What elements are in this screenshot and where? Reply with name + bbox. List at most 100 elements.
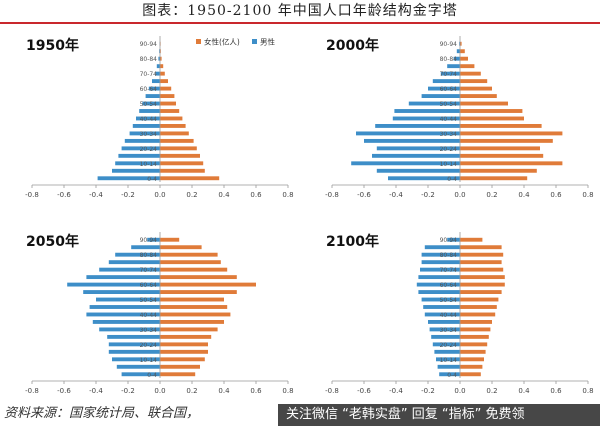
bar-male <box>108 349 160 354</box>
x-tick-label: 0.6 <box>250 387 262 395</box>
watermark-banner: 关注微信 “老韩实盘” 回复 “指标” 免费领 <box>278 404 600 426</box>
bar-female <box>160 116 183 121</box>
category-label: 0-4 <box>147 176 157 183</box>
bar-female <box>160 305 228 309</box>
bar-male <box>456 49 460 54</box>
bar-male <box>428 320 460 324</box>
bar-male <box>437 364 460 369</box>
category-label: 0-4 <box>147 372 157 379</box>
x-tick-label: 0.2 <box>486 191 497 199</box>
bar-male <box>115 161 160 166</box>
bar-female <box>460 64 475 69</box>
category-label: 60-64 <box>140 86 158 93</box>
category-label: 40-44 <box>440 116 458 123</box>
x-tick-label: -0.4 <box>389 387 403 395</box>
bar-female <box>460 79 488 84</box>
category-label: 40-44 <box>440 312 458 319</box>
bar-female <box>460 297 499 302</box>
bar-female <box>160 275 237 280</box>
pyramid-panel-2: 2050年 0-4 10-14 20-24 30-34 40-44 50-54 60-64 70… <box>25 232 294 395</box>
bar-female <box>460 372 481 377</box>
bar-female <box>460 260 502 265</box>
category-label: 10-14 <box>440 161 458 168</box>
bar-female <box>460 349 486 354</box>
bar-male <box>408 101 460 106</box>
category-label: 70-74 <box>140 267 158 274</box>
bar-male <box>439 372 460 377</box>
bar-female <box>160 357 205 362</box>
category-label: 10-14 <box>440 357 458 364</box>
bar-female <box>160 260 221 265</box>
category-label: 50-54 <box>440 101 458 108</box>
bar-female <box>160 109 180 113</box>
bar-male <box>92 320 160 324</box>
category-label: 60-64 <box>440 282 458 289</box>
x-tick-label: -0.2 <box>421 191 435 199</box>
x-tick-label: -0.8 <box>25 387 39 395</box>
bar-female <box>160 282 256 287</box>
bar-female <box>460 161 563 166</box>
bar-male <box>116 364 160 369</box>
legend-label: 男性 <box>260 37 275 47</box>
bar-male <box>351 161 460 166</box>
bar-female <box>460 252 504 257</box>
bar-male <box>424 312 460 317</box>
bar-female <box>160 327 218 332</box>
bar-male <box>431 334 460 339</box>
panel-title: 2050年 <box>26 233 79 250</box>
category-label: 20-24 <box>440 146 458 153</box>
bar-female <box>460 327 491 332</box>
bar-female <box>160 86 172 91</box>
category-label: 70-74 <box>140 71 158 78</box>
bar-male <box>453 56 460 61</box>
bar-male <box>428 86 460 91</box>
category-label: 0-4 <box>447 176 457 183</box>
bar-female <box>160 320 224 324</box>
x-tick-label: 0.2 <box>486 387 497 395</box>
bar-female <box>160 56 162 61</box>
category-label: 20-24 <box>440 342 458 349</box>
bar-male <box>112 357 160 362</box>
bar-male <box>440 71 460 76</box>
bar-male <box>112 168 160 173</box>
x-tick-label: 0.8 <box>582 191 593 199</box>
category-label: 30-34 <box>140 327 158 334</box>
bar-male <box>418 290 460 294</box>
category-label: 30-34 <box>440 131 458 138</box>
category-label: 30-34 <box>140 131 158 138</box>
bar-male <box>107 334 160 339</box>
bar-female <box>460 138 553 143</box>
pyramid-panel-3: 2100年 0-4 10-14 20-24 30-34 40-44 50-54 60-64 70… <box>325 232 594 395</box>
x-tick-label: -0.2 <box>121 191 135 199</box>
bar-male <box>420 267 460 272</box>
bar-male <box>86 312 160 317</box>
bar-male <box>145 94 160 98</box>
bar-male <box>132 124 160 128</box>
bar-male <box>136 116 160 121</box>
bar-female <box>460 305 497 309</box>
bar-male <box>124 138 160 143</box>
bar-female <box>460 320 492 324</box>
x-tick-label: -0.6 <box>357 387 371 395</box>
bar-female <box>460 168 537 173</box>
category-label: 40-44 <box>140 116 158 123</box>
bar-female <box>460 237 483 242</box>
bar-male <box>418 275 460 280</box>
x-tick-label: -0.8 <box>325 387 339 395</box>
category-label: 20-24 <box>140 342 158 349</box>
bar-male <box>155 71 160 76</box>
bar-male <box>421 297 460 302</box>
bar-male <box>129 131 160 136</box>
bar-female <box>160 372 196 377</box>
legend-swatch-male <box>252 39 257 44</box>
bar-male <box>142 101 160 106</box>
category-label: 70-74 <box>440 267 458 274</box>
bar-female <box>460 109 523 113</box>
x-tick-label: -0.8 <box>325 191 339 199</box>
bar-female <box>460 124 542 128</box>
x-tick-label: 0.2 <box>186 191 197 199</box>
bar-male <box>158 56 160 61</box>
category-label: 60-64 <box>440 86 458 93</box>
bar-male <box>147 237 160 242</box>
bar-female <box>160 146 197 151</box>
